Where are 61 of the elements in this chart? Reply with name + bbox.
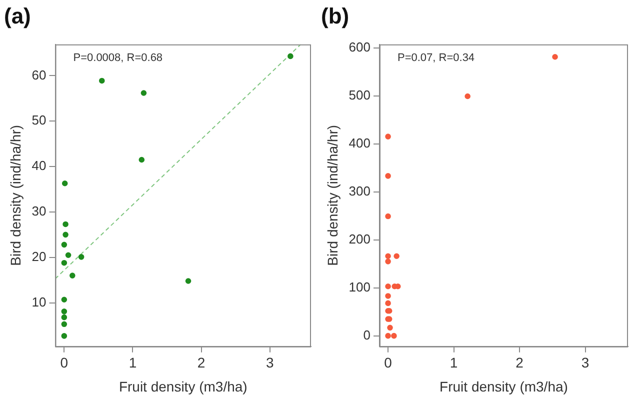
x-tick-label: 2 [197, 354, 206, 371]
point [65, 252, 72, 258]
x-tick-label: 3 [581, 354, 590, 371]
y-tick-label: 500 [348, 87, 370, 102]
y-tick-label: 0 [363, 327, 370, 342]
point [61, 321, 68, 328]
point [61, 308, 68, 314]
y-tick-label: 30 [32, 204, 46, 219]
chart-title: (a) [4, 3, 31, 28]
point [464, 93, 470, 100]
x-tick-label: 0 [384, 354, 392, 371]
x-tick-label: 0 [60, 354, 68, 371]
point [61, 296, 68, 303]
point [78, 254, 84, 260]
y-axis-title: Bird density (ind/ha/hr) [324, 124, 340, 266]
point [385, 283, 391, 290]
point [140, 90, 147, 96]
x-tick-label: 1 [128, 354, 137, 371]
x-axis-title: Fruit density (m3/ha) [118, 378, 248, 394]
point [61, 260, 68, 266]
point [62, 180, 68, 186]
y-tick-label: 300 [348, 183, 370, 198]
annotation: P=0.0008, R=0.68 [73, 52, 163, 64]
point [385, 300, 391, 306]
point [385, 213, 391, 220]
y-tick-label: 50 [32, 112, 46, 128]
point [385, 332, 391, 339]
chart-title: (b) [321, 3, 350, 28]
y-tick-label: 200 [348, 231, 370, 246]
point [385, 253, 391, 260]
point [288, 53, 294, 60]
point [62, 232, 68, 238]
y-tick-label: 40 [32, 158, 46, 174]
point [61, 333, 68, 339]
x-tick-label: 2 [516, 354, 524, 371]
point [391, 332, 397, 339]
annotation: P=0.07, R=0.34 [397, 52, 475, 64]
point [385, 258, 391, 264]
y-tick-label: 100 [348, 279, 370, 294]
point [185, 278, 192, 284]
x-tick-label: 3 [266, 354, 274, 371]
y-tick-label: 60 [32, 67, 46, 82]
point [385, 293, 391, 299]
point [394, 253, 400, 260]
point [387, 324, 393, 331]
y-tick-label: 10 [32, 294, 46, 310]
point [61, 242, 68, 248]
point [61, 314, 68, 320]
point [98, 78, 105, 84]
point [552, 54, 558, 60]
x-axis-title: Fruit density (m3/ha) [440, 378, 568, 394]
point [385, 134, 391, 140]
y-tick-label: 20 [32, 248, 46, 264]
point [385, 173, 391, 179]
x-tick-label: 1 [450, 354, 458, 371]
y-tick-label: 600 [348, 39, 370, 54]
y-tick-label: 400 [348, 135, 370, 150]
y-axis-title: Bird density (ind/ha/hr) [7, 124, 24, 266]
point [70, 272, 76, 278]
point [138, 156, 145, 163]
point [62, 221, 68, 228]
